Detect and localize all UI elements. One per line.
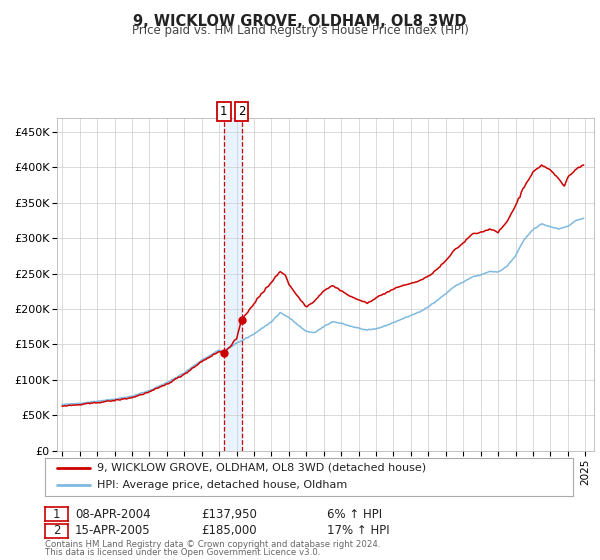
Text: 9, WICKLOW GROVE, OLDHAM, OL8 3WD (detached house): 9, WICKLOW GROVE, OLDHAM, OL8 3WD (detac… bbox=[97, 463, 426, 473]
Text: 2: 2 bbox=[53, 524, 60, 538]
Text: £137,950: £137,950 bbox=[201, 507, 257, 521]
Text: This data is licensed under the Open Government Licence v3.0.: This data is licensed under the Open Gov… bbox=[45, 548, 320, 557]
Text: £185,000: £185,000 bbox=[201, 524, 257, 538]
Text: 9, WICKLOW GROVE, OLDHAM, OL8 3WD: 9, WICKLOW GROVE, OLDHAM, OL8 3WD bbox=[133, 14, 467, 29]
Text: 6% ↑ HPI: 6% ↑ HPI bbox=[327, 507, 382, 521]
Text: 1: 1 bbox=[220, 105, 227, 118]
Bar bbox=[224, 118, 242, 451]
Text: HPI: Average price, detached house, Oldham: HPI: Average price, detached house, Oldh… bbox=[97, 480, 347, 491]
Text: 15-APR-2005: 15-APR-2005 bbox=[75, 524, 151, 538]
Text: 08-APR-2004: 08-APR-2004 bbox=[75, 507, 151, 521]
Text: Contains HM Land Registry data © Crown copyright and database right 2024.: Contains HM Land Registry data © Crown c… bbox=[45, 540, 380, 549]
Text: 17% ↑ HPI: 17% ↑ HPI bbox=[327, 524, 389, 538]
Text: Price paid vs. HM Land Registry's House Price Index (HPI): Price paid vs. HM Land Registry's House … bbox=[131, 24, 469, 37]
Text: 1: 1 bbox=[53, 507, 60, 521]
Text: 2: 2 bbox=[238, 105, 245, 118]
